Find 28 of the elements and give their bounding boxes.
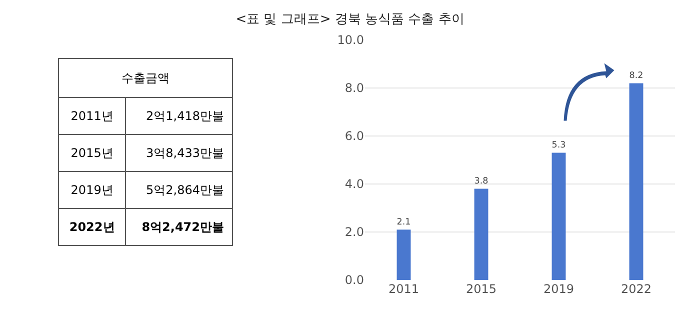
chart-title: <표 및 그래프> 경북 농식품 수출 추이	[234, 11, 466, 28]
bar	[396, 230, 411, 280]
text: 수출금액	[58, 58, 232, 98]
data-label: 3.8	[474, 176, 488, 187]
y-tick-label: 6.0	[344, 129, 364, 144]
x-tick-label: 2015	[466, 282, 497, 296]
text: 2022년	[58, 208, 126, 246]
data-label: 8.2	[629, 71, 644, 82]
y-tick-label: 0.0	[344, 273, 364, 288]
y-tick-label: 10.0	[337, 33, 364, 48]
y-tick-label: 4.0	[344, 177, 364, 192]
text: 2019년	[58, 172, 126, 208]
x-tick-label: 2022	[620, 282, 652, 296]
x-tick-label: 2019	[543, 282, 574, 296]
bar	[552, 152, 566, 280]
y-tick-label: 8.0	[344, 81, 364, 96]
text: 2011년	[58, 98, 126, 134]
data-label: 5.3	[552, 140, 566, 151]
bar	[474, 188, 488, 280]
text: 2015년	[58, 134, 126, 172]
text: 3억8,433만불	[126, 134, 232, 172]
x-tick-label: 2011	[388, 282, 420, 296]
bar	[629, 83, 644, 280]
text: 2억1,418만불	[126, 98, 232, 134]
data-label: 2.1	[396, 217, 411, 228]
text: 8억2,472만불	[126, 208, 232, 246]
y-tick-label: 2.0	[344, 225, 364, 240]
text: 5억2,864만불	[126, 172, 232, 208]
